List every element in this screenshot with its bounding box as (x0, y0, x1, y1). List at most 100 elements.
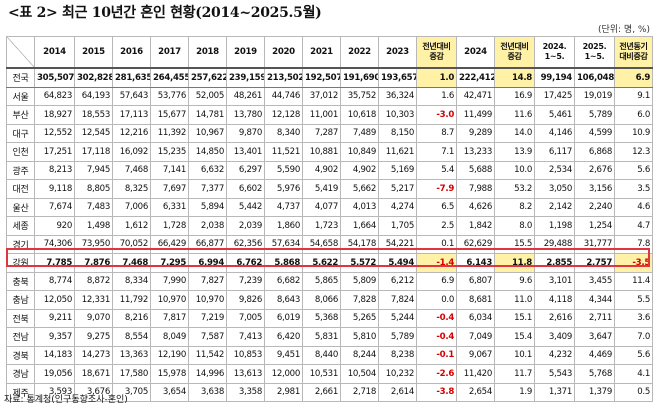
region-label: 인천 (6, 142, 35, 162)
data-cell: -1.4 (416, 253, 457, 273)
region-label: 전남 (6, 327, 35, 347)
data-cell: 9,451 (264, 345, 303, 365)
data-cell: 10,504 (340, 364, 379, 384)
data-cell: 17,113 (112, 105, 151, 125)
data-cell: 12,552 (34, 123, 75, 143)
data-cell: 2,614 (378, 382, 417, 402)
data-cell: 3,638 (188, 382, 227, 402)
data-cell: 10,853 (226, 345, 265, 365)
data-cell: 8,681 (456, 290, 495, 310)
data-cell: 3.5 (614, 179, 653, 199)
data-cell: 3,647 (574, 327, 615, 347)
data-cell: 264,455 (150, 67, 189, 88)
data-cell: 7,287 (302, 123, 341, 143)
data-cell: 11,521 (264, 142, 303, 162)
col-header: 2021 (302, 36, 341, 69)
data-cell: 8,213 (34, 160, 75, 180)
data-cell: 8,066 (302, 290, 341, 310)
data-cell: 5,622 (302, 253, 341, 273)
col-header: 2025. 1~5. (574, 36, 615, 69)
data-cell: 8.0 (494, 216, 535, 236)
data-cell: 17,425 (534, 86, 575, 106)
data-cell: 0.0 (416, 290, 457, 310)
data-cell: 15,677 (150, 105, 189, 125)
data-cell: 7,006 (112, 197, 151, 217)
data-cell: 9.6 (494, 271, 535, 291)
data-cell: 6,143 (456, 253, 495, 273)
data-cell: 1,723 (302, 216, 341, 236)
data-cell: 5.6 (614, 160, 653, 180)
data-cell: 6.5 (416, 197, 457, 217)
data-cell: 10,531 (302, 364, 341, 384)
data-cell: 8.7 (416, 123, 457, 143)
data-cell: 11,621 (378, 142, 417, 162)
data-cell: 11,499 (456, 105, 495, 125)
col-header: 2016 (112, 36, 151, 69)
col-header: 전년대비 증감 (416, 36, 457, 69)
data-cell: 12,190 (150, 345, 189, 365)
data-cell: 9,870 (226, 123, 265, 143)
data-cell: 3,156 (574, 179, 615, 199)
data-cell: 3.6 (614, 308, 653, 328)
data-cell: 4,599 (574, 123, 615, 143)
data-cell: 5.6 (614, 345, 653, 365)
data-cell: -0.4 (416, 308, 457, 328)
data-cell: 7.0 (614, 327, 653, 347)
data-cell: 10,232 (378, 364, 417, 384)
region-label: 광주 (6, 160, 35, 180)
data-cell: 5,865 (302, 271, 341, 291)
data-cell: 44,746 (264, 86, 303, 106)
data-cell: 6,994 (188, 253, 227, 273)
data-cell: 54,221 (378, 234, 417, 254)
data-cell: 5,543 (534, 364, 575, 384)
data-cell: 8,440 (302, 345, 341, 365)
col-header: 2015 (74, 36, 113, 69)
col-header: 2020 (264, 36, 303, 69)
data-cell: 7,219 (188, 308, 227, 328)
data-cell: 29,488 (534, 234, 575, 254)
data-cell: 8,150 (378, 123, 417, 143)
data-cell: 14.0 (494, 123, 535, 143)
data-cell: 8,643 (264, 290, 303, 310)
data-cell: 257,622 (188, 67, 227, 88)
data-cell: 2,616 (534, 308, 575, 328)
data-cell: 1,612 (112, 216, 151, 236)
data-cell: 106,048 (574, 67, 615, 88)
table-row: 부산 18,927 18,553 17,113 15,677 14,781 13,780 12… (6, 105, 653, 125)
data-cell: 2,039 (226, 216, 265, 236)
table-row: 대전 9,118 8,805 8,325 7,697 7,377 6,602 5,976 5,4… (6, 179, 653, 199)
data-cell: 7,468 (112, 253, 151, 273)
data-cell: 4,344 (574, 290, 615, 310)
data-cell: 5,368 (302, 308, 341, 328)
data-cell: 5,419 (302, 179, 341, 199)
table-row: 광주 8,213 7,945 7,468 7,141 6,632 6,297 5,590 4,9… (6, 160, 653, 180)
data-cell: 3,050 (534, 179, 575, 199)
data-cell: 54,658 (302, 234, 341, 254)
table-row: 충북 8,774 8,872 8,334 7,990 7,827 7,239 6,682 5,8… (6, 271, 653, 291)
data-cell: 8,244 (340, 345, 379, 365)
data-cell: 5,789 (574, 105, 615, 125)
data-cell: 9,211 (34, 308, 75, 328)
data-cell: 16,092 (112, 142, 151, 162)
data-cell: 14,850 (188, 142, 227, 162)
data-cell: 64,823 (34, 86, 75, 106)
data-cell: 5,442 (226, 197, 265, 217)
data-cell: 4,469 (574, 345, 615, 365)
data-cell: 2.5 (416, 216, 457, 236)
data-cell: -0.1 (416, 345, 457, 365)
data-cell: 12,128 (264, 105, 303, 125)
data-cell: 8,325 (112, 179, 151, 199)
data-cell: 8,238 (378, 345, 417, 365)
data-cell: 7,785 (34, 253, 75, 273)
data-cell: 1,379 (574, 382, 615, 402)
data-cell: 2,676 (574, 160, 615, 180)
region-label: 전국 (6, 67, 35, 88)
col-header: 2019 (226, 36, 265, 69)
data-cell: 10,970 (188, 290, 227, 310)
data-cell: 10,849 (340, 142, 379, 162)
data-cell: 11.4 (614, 271, 653, 291)
data-cell: 5,169 (378, 160, 417, 180)
data-cell: -0.4 (416, 327, 457, 347)
data-cell: 11.8 (494, 253, 535, 273)
data-cell: 6.9 (614, 67, 653, 88)
